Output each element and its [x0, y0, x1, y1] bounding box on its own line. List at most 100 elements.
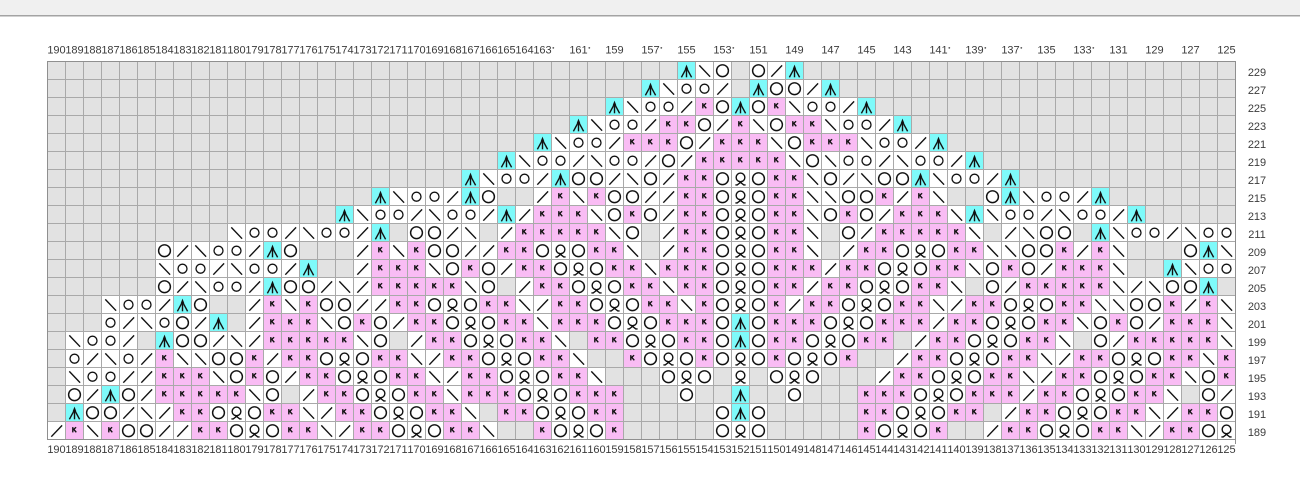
svg-text:219: 219	[1248, 157, 1266, 169]
svg-text:178: 178	[263, 444, 281, 456]
svg-text:168: 168	[443, 45, 461, 57]
svg-text:155: 155	[677, 45, 695, 57]
svg-text:147: 147	[821, 45, 839, 57]
svg-text:160: 160	[587, 444, 605, 456]
svg-text:173: 173	[353, 444, 371, 456]
svg-text:189: 189	[1248, 427, 1266, 439]
svg-text:158: 158	[623, 444, 641, 456]
svg-text:188: 188	[83, 45, 101, 57]
svg-text:146: 146	[839, 444, 857, 456]
svg-text:139: 139	[965, 444, 983, 456]
svg-text:132: 132	[1091, 444, 1109, 456]
svg-text:131: 131	[1109, 444, 1127, 456]
svg-text:179: 179	[245, 45, 263, 57]
svg-text:153: 153	[713, 45, 731, 57]
svg-text:166: 166	[479, 45, 497, 57]
svg-text:128: 128	[1163, 444, 1181, 456]
svg-text:199: 199	[1248, 337, 1266, 349]
svg-text:186: 186	[119, 45, 137, 57]
svg-text:221: 221	[1248, 139, 1266, 151]
svg-text:136: 136	[1019, 444, 1037, 456]
svg-text:184: 184	[155, 444, 173, 456]
svg-text:213: 213	[1248, 211, 1266, 223]
svg-text:143: 143	[893, 444, 911, 456]
svg-text:133: 133	[1073, 45, 1091, 57]
svg-text:169: 169	[425, 444, 443, 456]
svg-text:129: 129	[1145, 45, 1163, 57]
svg-text:130: 130	[1127, 444, 1145, 456]
svg-text:125: 125	[1217, 444, 1235, 456]
svg-text:145: 145	[857, 444, 875, 456]
svg-text:189: 189	[65, 45, 83, 57]
svg-text:169: 169	[425, 45, 443, 57]
svg-text:187: 187	[101, 444, 119, 456]
svg-text:159: 159	[605, 444, 623, 456]
svg-text:143: 143	[893, 45, 911, 57]
svg-text:149: 149	[785, 444, 803, 456]
svg-text:177: 177	[281, 444, 299, 456]
svg-text:155: 155	[677, 444, 695, 456]
svg-text:133: 133	[1073, 444, 1091, 456]
svg-text:153: 153	[713, 444, 731, 456]
svg-text:171: 171	[389, 444, 407, 456]
svg-text:134: 134	[1055, 444, 1073, 456]
svg-text:125: 125	[1217, 45, 1235, 57]
svg-text:129: 129	[1145, 444, 1163, 456]
svg-text:172: 172	[371, 45, 389, 57]
svg-text:144: 144	[875, 444, 893, 456]
svg-text:190: 190	[47, 45, 65, 57]
svg-text:140: 140	[947, 444, 965, 456]
svg-text:168: 168	[443, 444, 461, 456]
svg-text:165: 165	[497, 444, 515, 456]
svg-text:147: 147	[821, 444, 839, 456]
svg-text:162: 162	[551, 444, 569, 456]
svg-text:164: 164	[515, 444, 533, 456]
svg-text:148: 148	[803, 444, 821, 456]
svg-text:167: 167	[461, 45, 479, 57]
svg-text:149: 149	[785, 45, 803, 57]
svg-text:141: 141	[929, 45, 947, 57]
svg-text:131: 131	[1109, 45, 1127, 57]
svg-text:174: 174	[335, 444, 353, 456]
svg-text:172: 172	[371, 444, 389, 456]
svg-text:135: 135	[1037, 444, 1055, 456]
svg-text:127: 127	[1181, 444, 1199, 456]
svg-text:137: 137	[1001, 444, 1019, 456]
svg-text:180: 180	[227, 45, 245, 57]
svg-text:227: 227	[1248, 85, 1266, 97]
svg-text:145: 145	[857, 45, 875, 57]
svg-text:215: 215	[1248, 193, 1266, 205]
svg-text:163: 163	[533, 444, 551, 456]
svg-text:150: 150	[767, 444, 785, 456]
svg-text:175: 175	[317, 444, 335, 456]
svg-text:188: 188	[83, 444, 101, 456]
svg-text:161: 161	[569, 45, 587, 57]
svg-text:209: 209	[1248, 247, 1266, 259]
svg-text:197: 197	[1248, 355, 1266, 367]
svg-text:191: 191	[1248, 409, 1266, 421]
svg-text:177: 177	[281, 45, 299, 57]
svg-text:166: 166	[479, 444, 497, 456]
svg-text:205: 205	[1248, 283, 1266, 295]
svg-text:195: 195	[1248, 373, 1266, 385]
svg-text:163: 163	[533, 45, 551, 57]
svg-text:229: 229	[1248, 67, 1266, 79]
svg-text:203: 203	[1248, 301, 1266, 313]
svg-text:180: 180	[227, 444, 245, 456]
svg-text:185: 185	[137, 45, 155, 57]
svg-text:161: 161	[569, 444, 587, 456]
svg-text:135: 135	[1037, 45, 1055, 57]
svg-text:223: 223	[1248, 121, 1266, 133]
svg-text:189: 189	[65, 444, 83, 456]
svg-text:181: 181	[209, 45, 227, 57]
svg-text:183: 183	[173, 45, 191, 57]
svg-text:151: 151	[749, 444, 767, 456]
svg-text:178: 178	[263, 45, 281, 57]
svg-text:217: 217	[1248, 175, 1266, 187]
svg-text:185: 185	[137, 444, 155, 456]
svg-text:167: 167	[461, 444, 479, 456]
svg-text:159: 159	[605, 45, 623, 57]
svg-text:183: 183	[173, 444, 191, 456]
svg-text:179: 179	[245, 444, 263, 456]
svg-text:170: 170	[407, 444, 425, 456]
